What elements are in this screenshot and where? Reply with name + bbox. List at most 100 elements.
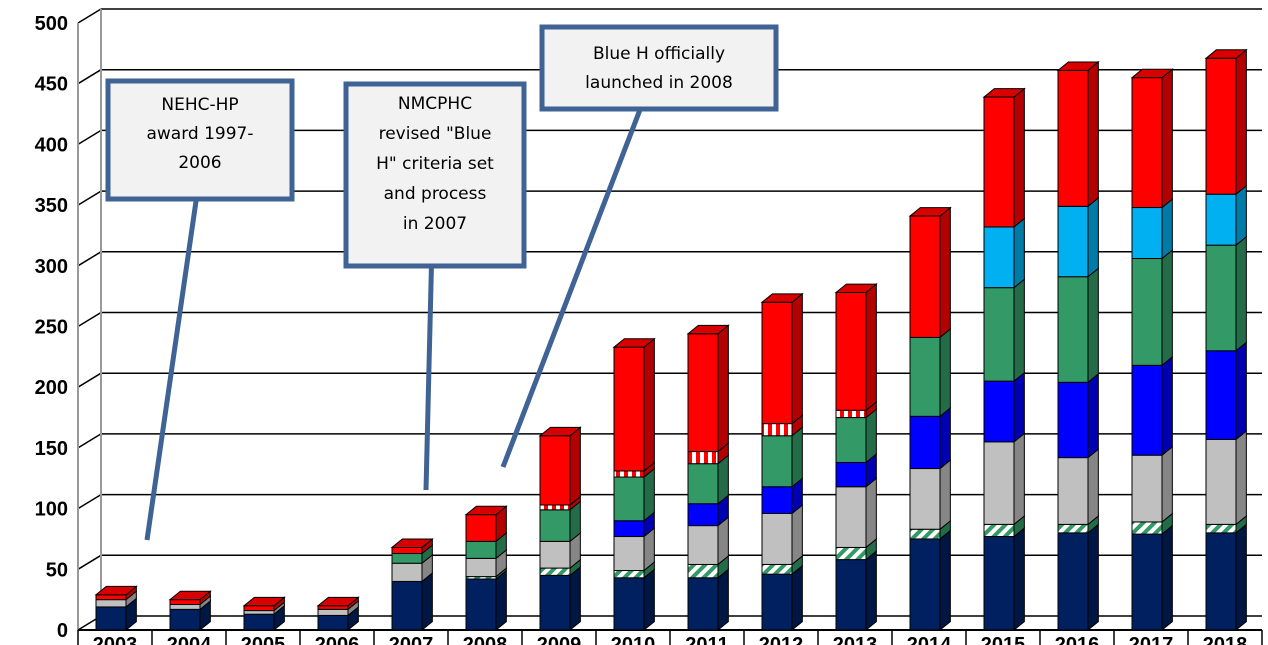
- bar-segment-side: [1087, 372, 1099, 459]
- x-tick-label: 2016: [1055, 634, 1100, 645]
- bar-segment-front: [465, 578, 497, 631]
- bar-segment-front: [317, 605, 349, 610]
- bar-segment-front: [983, 536, 1015, 631]
- bar-segment-front: [1205, 523, 1237, 534]
- bar-segment-front: [1057, 381, 1089, 459]
- bar-segment-front: [835, 559, 867, 631]
- bar-segment-side: [1087, 60, 1099, 208]
- bar-stack-2013: [834, 283, 878, 632]
- bar-segment-front: [909, 415, 941, 470]
- bar-segment-front: [539, 504, 571, 511]
- bar-stack-2004: [168, 590, 212, 632]
- bar-top: [834, 283, 878, 294]
- callout-text-line: NEHC-HP: [161, 95, 238, 115]
- bar-segment-side: [865, 550, 877, 632]
- bar-segment-front: [95, 606, 127, 631]
- x-tick-label: 2014: [907, 634, 952, 645]
- bar-segment-front: [687, 333, 719, 453]
- bar-segment-side: [1013, 217, 1025, 289]
- bar-segment-side: [1161, 68, 1173, 209]
- bar-segment-front: [243, 610, 275, 615]
- callout-3: Blue H officially launched in 2008: [500, 24, 779, 468]
- bar-segment-front: [1205, 532, 1237, 631]
- bar-stack-2017: [1130, 68, 1174, 632]
- bar-segment-front: [1057, 69, 1089, 207]
- gridline-diag: [77, 372, 102, 388]
- bar-segment-front: [1205, 244, 1237, 352]
- bar-stack-2011: [686, 324, 730, 632]
- bar-segment-front: [983, 287, 1015, 382]
- bar-stack-2009: [538, 426, 582, 632]
- callout-text-line: and process: [384, 184, 487, 204]
- bar-segment-front: [983, 380, 1015, 443]
- gridline-diag: [77, 69, 102, 85]
- bar-segment-side: [791, 564, 803, 632]
- bar-segment-side: [1235, 184, 1247, 247]
- bar-segment-front: [243, 605, 275, 612]
- bar-segment-side: [717, 324, 729, 453]
- x-tick-label: 2008: [463, 634, 508, 645]
- bar-segment-front: [539, 574, 571, 631]
- bar-segment-front: [761, 512, 793, 565]
- y-tick-label: 450: [35, 74, 68, 96]
- bar-segment-front: [761, 301, 793, 425]
- bar-segment-front: [1205, 350, 1237, 440]
- bar-segment-front: [835, 417, 867, 463]
- bar-segment-front: [687, 577, 719, 631]
- x-tick-label: 2005: [241, 634, 286, 645]
- bar-stack-2010: [612, 337, 656, 632]
- bar-segment-front: [95, 594, 127, 601]
- y-tick-label: 50: [46, 559, 68, 581]
- x-tick-label: 2013: [833, 634, 878, 645]
- y-tick-label: 350: [35, 195, 68, 217]
- y-tick-label: 0: [57, 620, 68, 642]
- bar-segment-side: [1013, 87, 1025, 229]
- bar-segment-front: [465, 557, 497, 578]
- bar-segment-side: [939, 327, 951, 418]
- bar-segment-side: [865, 408, 877, 464]
- bar-stack-2003: [94, 585, 138, 632]
- bar-segment-front: [835, 486, 867, 548]
- bar-top: [94, 585, 138, 596]
- bar-segment-front: [169, 599, 201, 606]
- callout-1: NEHC-HP award 1997- 2006: [105, 78, 295, 541]
- callout-text-line: H" criteria set: [376, 154, 494, 174]
- bar-top: [908, 207, 952, 217]
- x-tick-label: 2003: [93, 634, 138, 645]
- x-tick-label: 2011: [685, 634, 728, 645]
- callout-text-line: revised "Blue: [379, 124, 492, 144]
- gridline-diag: [77, 311, 102, 328]
- bar-segment-side: [1013, 371, 1025, 443]
- bar-segment-front: [169, 608, 201, 631]
- gridline-diag: [77, 251, 102, 267]
- bar-segment-front: [391, 553, 423, 564]
- bar-segment-front: [983, 96, 1015, 228]
- bar-segment-front: [539, 540, 571, 569]
- y-tick-label: 100: [35, 499, 68, 521]
- bar-segment-front: [613, 346, 645, 472]
- bar-segment-front: [539, 435, 571, 506]
- bar-stack-2018: [1204, 48, 1248, 632]
- bar-segment-front: [909, 538, 941, 631]
- bar-segment-side: [1235, 235, 1247, 352]
- bar-segment-side: [1161, 524, 1173, 632]
- bar-segment-side: [939, 206, 951, 339]
- bar-segment-front: [1131, 454, 1163, 523]
- callout-text-line: Blue H officially: [593, 44, 725, 64]
- bar-segment-side: [939, 459, 951, 531]
- bar-segment-front: [835, 409, 867, 419]
- bar-segment-front: [909, 336, 941, 417]
- bar-segment-side: [717, 568, 729, 632]
- bar-segment-front: [317, 614, 349, 631]
- bar-segment-front: [1131, 77, 1163, 209]
- x-tick-label: 2018: [1203, 634, 1248, 645]
- bar-segment-front: [391, 562, 423, 582]
- y-tick-label: 250: [35, 317, 68, 339]
- bar-top: [686, 324, 730, 335]
- bar-segment-front: [243, 613, 275, 631]
- x-tick-label: 2006: [315, 634, 360, 645]
- bar-stack-2006: [316, 596, 360, 632]
- x-tick-label: 2017: [1129, 634, 1174, 645]
- bar-segment-side: [1087, 267, 1099, 384]
- bar-segment-side: [791, 504, 803, 566]
